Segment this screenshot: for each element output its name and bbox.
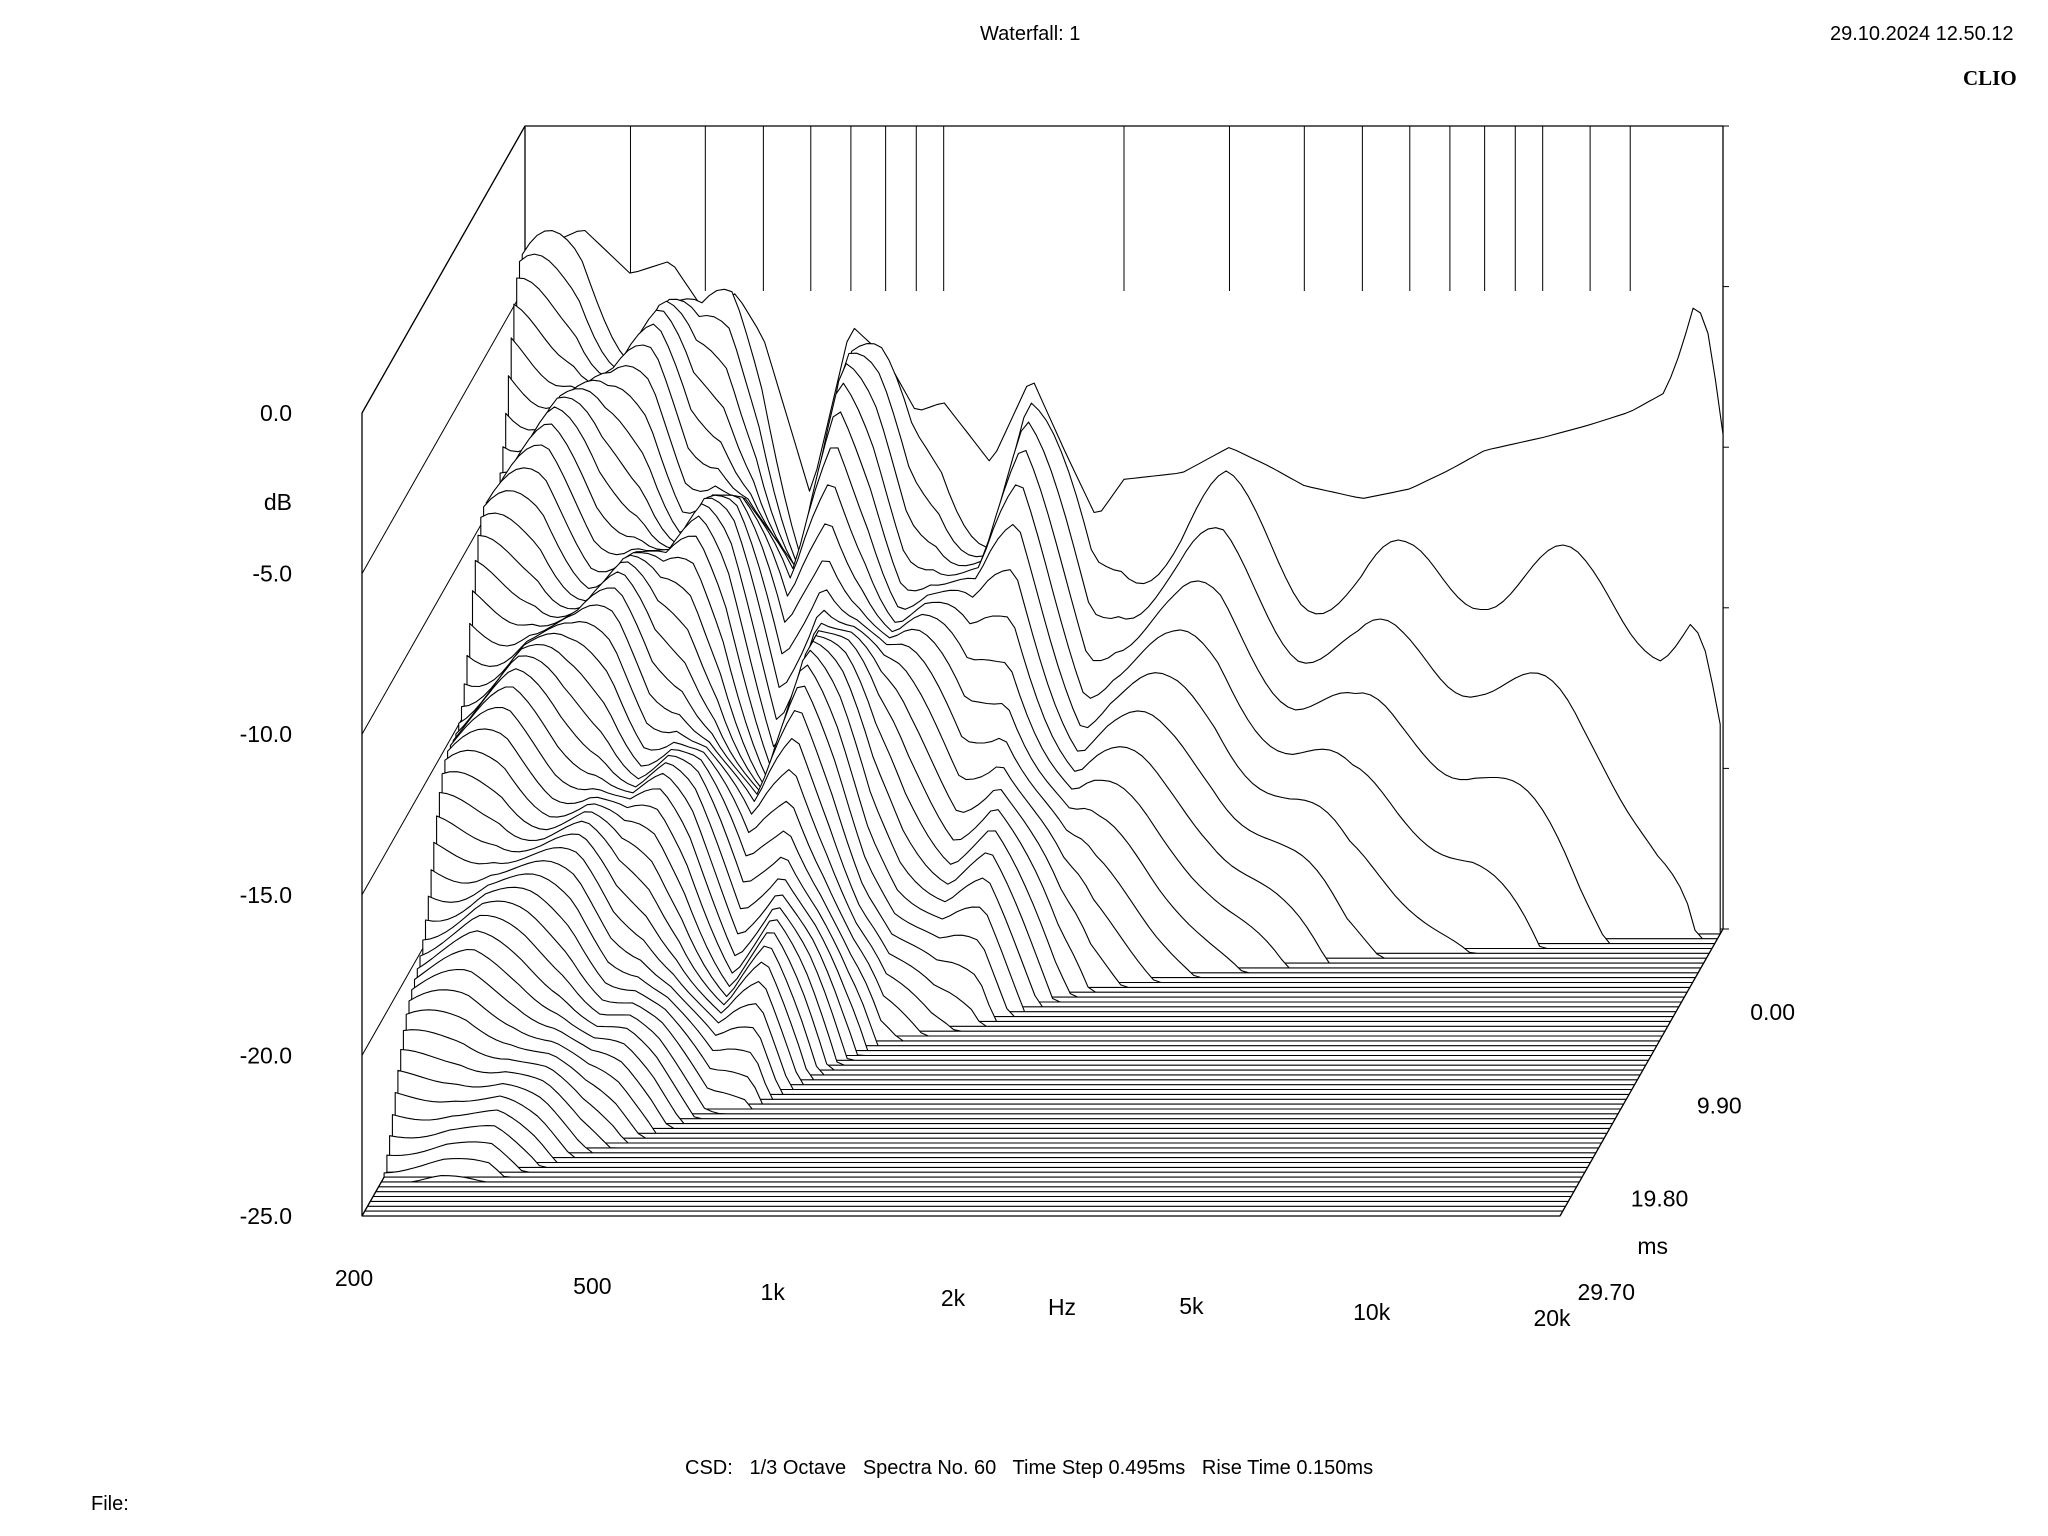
y-tick-label: -5.0 <box>252 561 292 587</box>
file-label: File: <box>91 1493 129 1515</box>
spectrum-slice <box>380 1175 1580 1183</box>
bottom-right-depth-edge <box>1559 928 1724 1217</box>
x-tick-label: 10k <box>1353 1299 1391 1325</box>
x-tick-label: 20k <box>1533 1305 1571 1331</box>
spectrum-slice <box>386 1141 1586 1173</box>
y-axis-labels: 0.0 -5.0 -10.0 -15.0 -20.0 -25.0 dB <box>240 400 292 1229</box>
spectra-slices <box>361 229 1724 1217</box>
x-tick-label: 200 <box>335 1265 373 1291</box>
spectrum-slice <box>430 860 1630 1095</box>
x-axis-title: Hz <box>1048 1294 1076 1320</box>
brand-logo: CLIO <box>1963 66 2017 90</box>
z-axis-title: ms <box>1637 1233 1668 1259</box>
z-tick-label: 19.80 <box>1631 1186 1689 1212</box>
y-tick-label: -15.0 <box>240 882 292 908</box>
measurement-info: CSD: 1/3 Octave Spectra No. 60 Time Step… <box>685 1457 1374 1479</box>
y-tick-label: -25.0 <box>240 1203 292 1229</box>
chart-title: Waterfall: 1 <box>980 23 1081 45</box>
z-tick-label: 9.90 <box>1697 1092 1742 1118</box>
timestamp: 29.10.2024 12.50.12 <box>1830 23 2014 45</box>
x-tick-label: 2k <box>941 1285 966 1311</box>
y-tick-label: 0.0 <box>260 400 292 426</box>
db-gridline <box>361 125 526 414</box>
x-tick-label: 500 <box>573 1273 611 1299</box>
spectrum-slice <box>383 1157 1583 1178</box>
y-axis-title: dB <box>264 489 292 515</box>
z-tick-label: 0.00 <box>1750 999 1795 1025</box>
db-gridline <box>361 286 526 574</box>
x-tick-label: 1k <box>761 1279 786 1305</box>
x-axis-labels: 200 500 1k 2k 5k 10k 20k Hz <box>335 1265 1571 1331</box>
x-tick-label: 5k <box>1179 1293 1204 1319</box>
y-tick-label: -20.0 <box>240 1042 292 1068</box>
y-tick-label: -10.0 <box>240 721 292 747</box>
z-tick-label: 29.70 <box>1577 1279 1635 1305</box>
spectrum-slice <box>433 841 1633 1091</box>
